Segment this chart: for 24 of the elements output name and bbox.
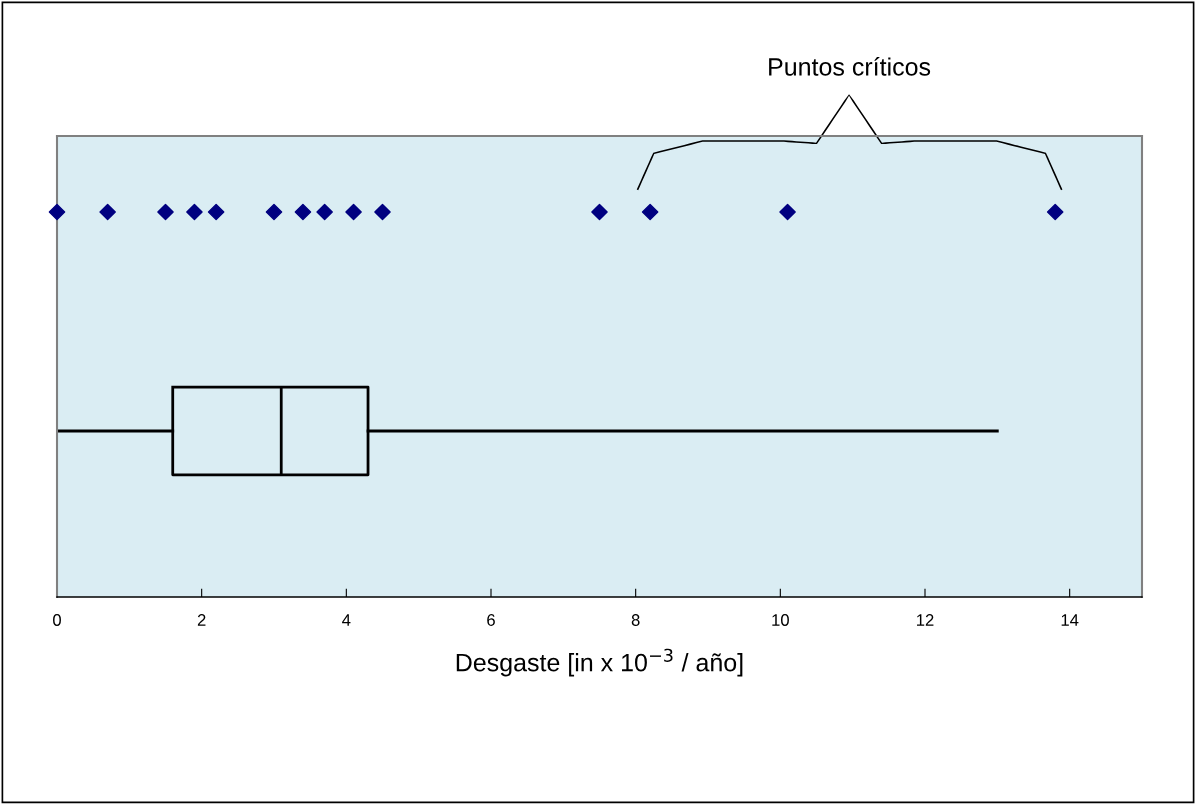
x-tick-label: 12 bbox=[917, 614, 934, 626]
text: Puntos críticos bbox=[769, 57, 931, 76]
point bbox=[48, 203, 66, 221]
point bbox=[591, 203, 608, 221]
point bbox=[207, 203, 225, 221]
x-axis-title: Desgaste [in x 10$^{−3}$ / año] bbox=[456, 648, 743, 677]
x-tick-label: 4 bbox=[342, 614, 351, 626]
point bbox=[641, 203, 659, 221]
point bbox=[99, 203, 116, 221]
point bbox=[157, 203, 174, 221]
point bbox=[294, 203, 312, 221]
point bbox=[345, 203, 362, 221]
x-tick-label: 6 bbox=[487, 614, 495, 626]
x-tick-label: 0 bbox=[53, 614, 61, 626]
point bbox=[374, 203, 391, 221]
point bbox=[316, 203, 333, 221]
x-tick-label: 14 bbox=[1061, 614, 1079, 626]
point bbox=[265, 203, 283, 221]
x-tick-label: 2 bbox=[197, 614, 206, 626]
point bbox=[1046, 203, 1064, 221]
point bbox=[779, 203, 796, 221]
x-tick-label: 8 bbox=[631, 614, 640, 626]
x-tick-label: 10 bbox=[772, 614, 789, 626]
point bbox=[186, 203, 203, 221]
